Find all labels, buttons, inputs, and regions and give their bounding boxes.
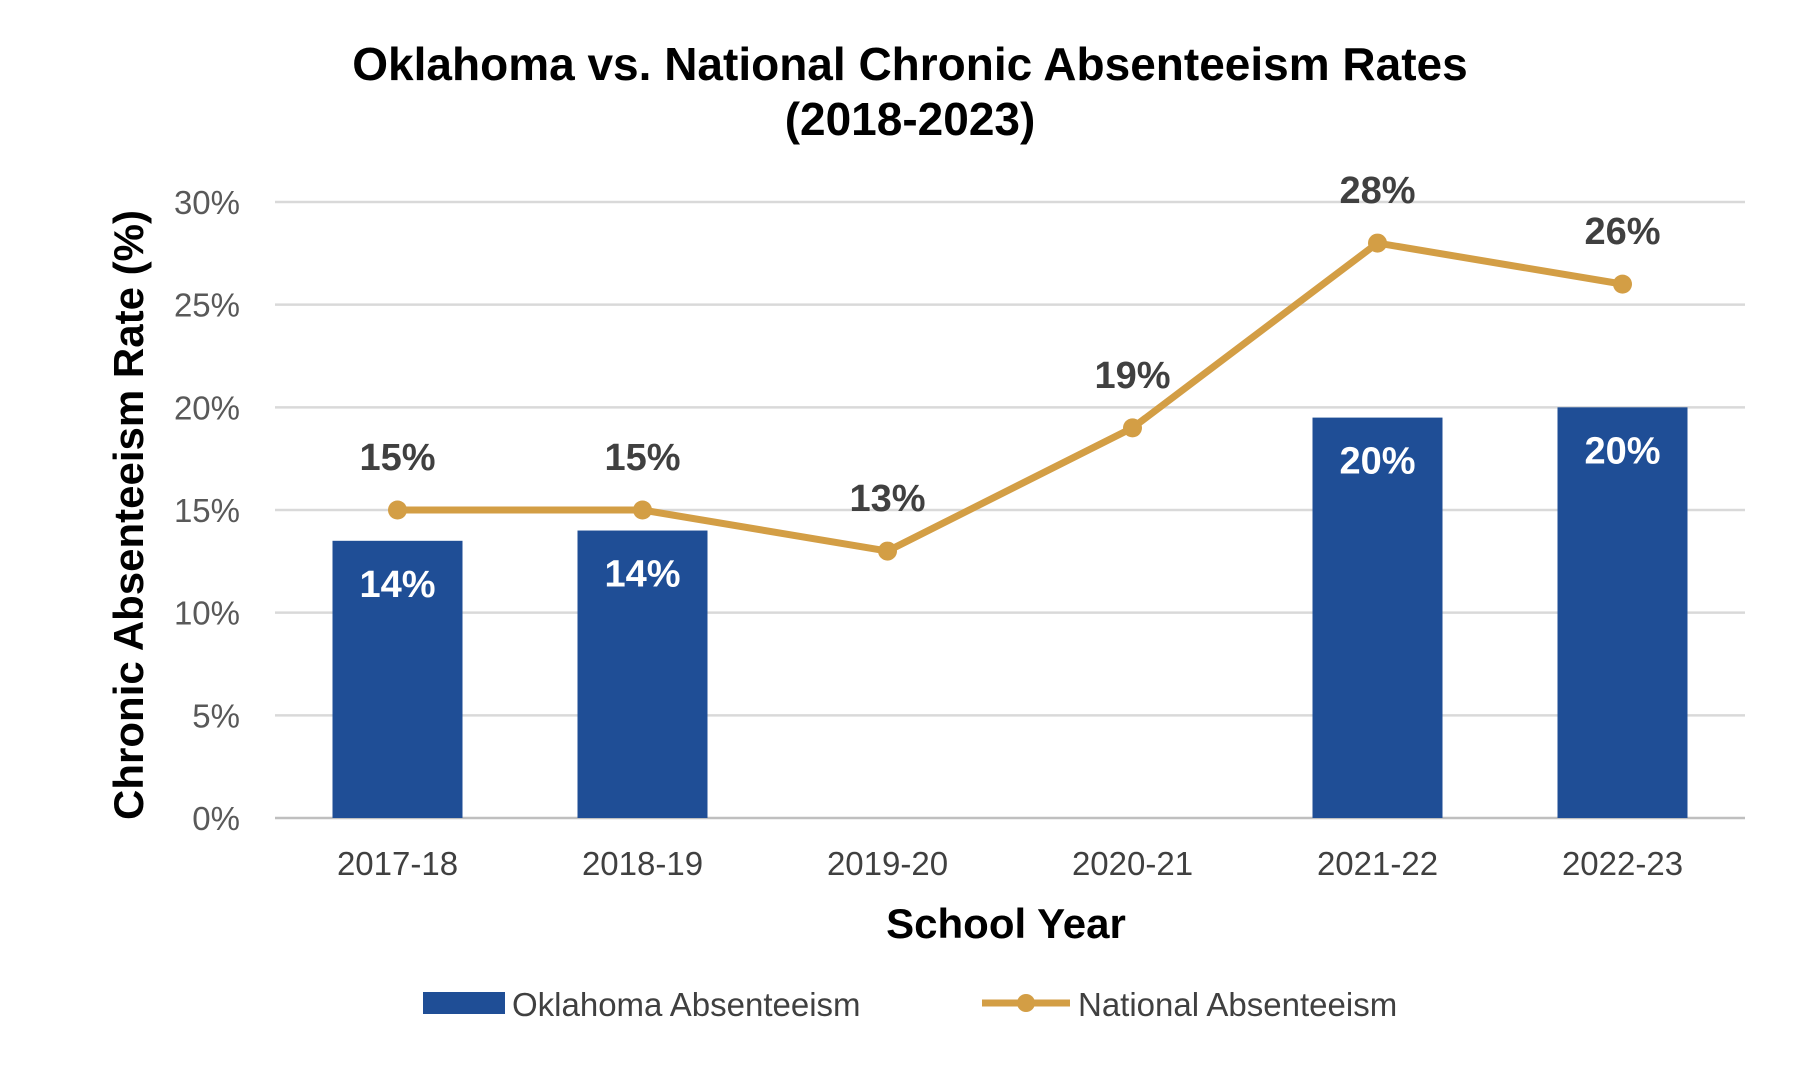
x-tick-label: 2020-21: [1072, 845, 1193, 882]
y-tick-label: 20%: [174, 389, 240, 426]
line-data-label: 13%: [849, 478, 925, 520]
line-data-label: 28%: [1339, 170, 1415, 212]
line-national: [397, 239, 1624, 555]
line-point-national: [1123, 418, 1142, 438]
legend: Oklahoma Absenteeism National Absenteeis…: [423, 986, 1397, 1023]
legend-label-oklahoma: Oklahoma Absenteeism: [512, 986, 861, 1023]
line-point-national: [878, 541, 897, 561]
y-axis-ticks: 0% 5% 10% 15% 20% 25% 30%: [174, 184, 240, 837]
x-tick-label: 2019-20: [827, 845, 948, 882]
y-tick-label: 0%: [192, 800, 240, 837]
line-data-label: 26%: [1584, 211, 1660, 253]
bar-oklahoma: [332, 540, 463, 818]
y-tick-label: 10%: [174, 595, 240, 632]
bar-oklahoma: [1312, 417, 1443, 818]
line-series-national: 15% 15% 13% 19% 28% 26%: [359, 170, 1661, 561]
x-axis-title: School Year: [886, 900, 1126, 947]
x-axis-ticks: 2017-18 2018-19 2019-20 2020-21 2021-22 2022-…: [337, 845, 1683, 882]
y-axis-title: Chronic Absenteeism Rate (%): [105, 210, 152, 820]
line-data-label: 15%: [359, 437, 435, 479]
bar-data-label: 14%: [359, 564, 435, 606]
x-tick-label: 2018-19: [582, 845, 703, 882]
bar-data-label: 20%: [1584, 430, 1660, 472]
line-point-national: [388, 500, 407, 520]
legend-swatch-oklahoma: [423, 992, 505, 1014]
line-point-national: [1613, 274, 1632, 294]
chart-title-line1: Oklahoma vs. National Chronic Absenteeis…: [352, 38, 1467, 90]
bar-series-oklahoma: 14% 14% 20% 20%: [332, 407, 1688, 818]
bar-data-label: 14%: [604, 554, 680, 596]
y-tick-label: 5%: [192, 697, 240, 734]
y-tick-label: 25%: [174, 287, 240, 324]
bar-oklahoma: [1557, 407, 1688, 818]
legend-label-national: National Absenteeism: [1078, 986, 1397, 1023]
chart-title-line2: (2018-2023): [785, 93, 1036, 145]
y-tick-label: 15%: [174, 492, 240, 529]
y-tick-label: 30%: [174, 184, 240, 221]
x-tick-label: 2021-22: [1317, 845, 1438, 882]
bar-oklahoma: [577, 530, 708, 818]
bar-data-label: 20%: [1339, 441, 1415, 483]
x-tick-label: 2017-18: [337, 845, 458, 882]
line-data-label: 15%: [604, 437, 680, 479]
line-point-national: [633, 500, 652, 520]
line-data-label: 19%: [1094, 355, 1170, 397]
legend-marker-national: [1017, 994, 1035, 1012]
x-tick-label: 2022-23: [1562, 845, 1683, 882]
line-point-national: [1368, 233, 1387, 253]
